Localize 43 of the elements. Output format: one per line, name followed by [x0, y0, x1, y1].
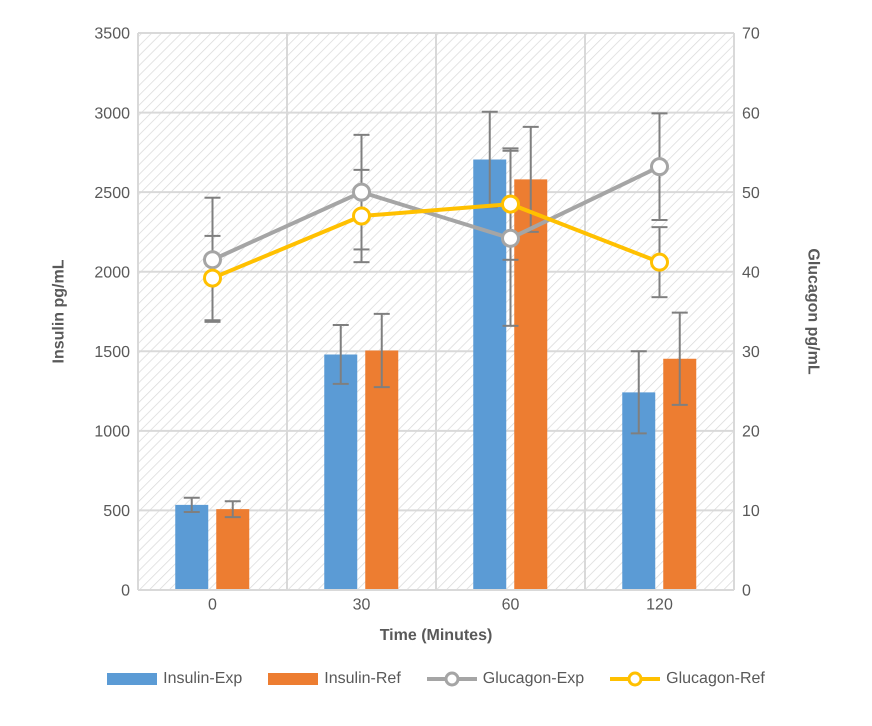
point — [352, 182, 371, 202]
bar — [622, 392, 656, 590]
y2-tick-label: 50 — [742, 184, 760, 202]
bar — [663, 358, 696, 590]
y2-tick-label: 60 — [742, 105, 760, 122]
x-axis-title: Time (Minutes) — [380, 627, 492, 644]
point — [352, 206, 371, 226]
y-tick-label: 500 — [103, 503, 130, 520]
legend-label: Insulin-Exp — [163, 670, 242, 688]
y-tick-label: 2000 — [94, 264, 130, 282]
y-tick-label: 1500 — [94, 344, 130, 361]
bar — [175, 504, 208, 590]
bar — [324, 354, 358, 590]
x-tick-label: 60 — [502, 596, 520, 614]
y2-tick-label: 0 — [742, 582, 751, 600]
y2-axis-title: Glucagon pg/mL — [804, 248, 822, 375]
y-tick-label: 3000 — [94, 105, 130, 122]
y2-tick-label: 30 — [742, 344, 760, 361]
point — [501, 194, 520, 214]
y2-tick-label: 70 — [742, 26, 760, 43]
point — [203, 268, 222, 288]
bar — [365, 350, 398, 590]
y-tick-label: 2500 — [94, 184, 130, 202]
y-tick-label: 3500 — [94, 26, 130, 43]
y2-tick-label: 40 — [742, 264, 760, 282]
legend-label: Glucagon-Ref — [666, 670, 765, 688]
point — [203, 250, 222, 270]
point — [501, 228, 520, 248]
x-tick-label: 0 — [208, 596, 218, 614]
point — [650, 252, 669, 272]
y2-tick-label: 20 — [742, 424, 760, 441]
x-tick-label: 120 — [646, 596, 673, 614]
y-tick-label: 0 — [121, 582, 130, 600]
legend-label: Insulin-Ref — [324, 670, 401, 688]
y2-tick-label: 10 — [742, 503, 760, 520]
x-tick-label: 30 — [352, 596, 370, 614]
legend-label: Glucagon-Exp — [482, 670, 584, 688]
bar — [473, 160, 506, 590]
y-axis-title: Insulin pg/mL — [50, 259, 68, 364]
point — [650, 157, 669, 176]
bar — [514, 179, 548, 590]
y-tick-label: 1000 — [94, 424, 130, 441]
bar — [216, 509, 250, 590]
